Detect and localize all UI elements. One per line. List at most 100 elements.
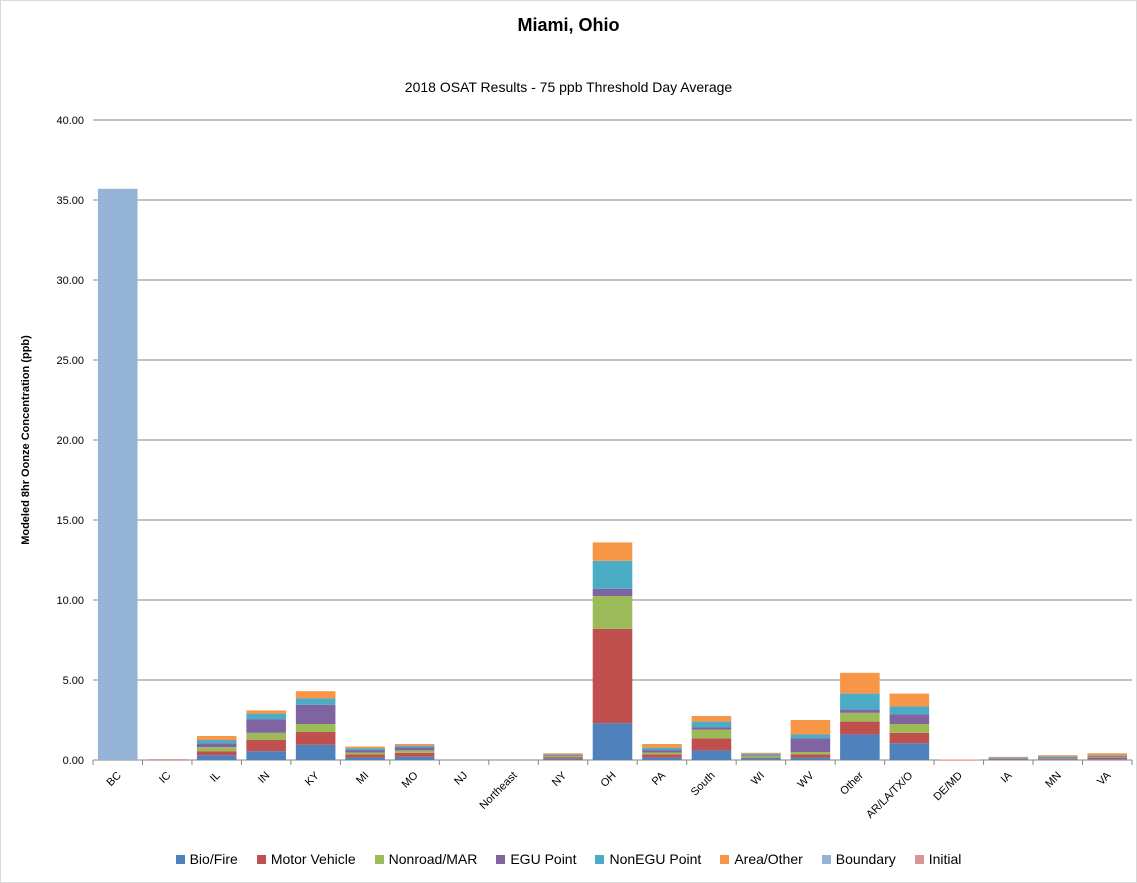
bar-segment-nonegu-point xyxy=(691,721,732,728)
bar-segment-egu-point xyxy=(196,743,237,748)
bar-segment-bio-fire xyxy=(196,755,237,760)
bar-segment-area-other xyxy=(246,710,286,714)
legend-swatch xyxy=(496,854,506,864)
x-tick-label: Northeast xyxy=(477,770,519,812)
bar-segment-nonegu-point xyxy=(1087,755,1128,756)
bar-segment-egu-point xyxy=(543,755,583,756)
x-tick-label: MN xyxy=(1043,770,1064,791)
bar-segment-bio-fire xyxy=(246,751,286,760)
bar-segment-area-other xyxy=(345,746,385,749)
legend-label: NonEGU Point xyxy=(609,851,702,867)
bar-segment-nonegu-point xyxy=(840,693,880,710)
legend-label: Boundary xyxy=(835,851,896,867)
bar-segment-bio-fire xyxy=(741,758,781,760)
bar-segment-motor-vehicle xyxy=(394,752,435,757)
legend-item: Boundary xyxy=(821,851,896,867)
bar-segment-nonegu-point xyxy=(889,706,930,715)
bar-segment-nonroad-mar xyxy=(790,752,831,755)
bar-segment-nonroad-mar xyxy=(295,724,336,732)
bar-segment-motor-vehicle xyxy=(691,738,732,751)
bar-segment-egu-point xyxy=(889,714,930,724)
bar-segment-area-other xyxy=(295,691,336,699)
bar-segment-bio-fire xyxy=(790,757,831,760)
bar-segment-egu-point xyxy=(1037,756,1078,758)
bar-segment-nonegu-point xyxy=(592,560,633,589)
bar-segment-area-other xyxy=(592,542,633,561)
x-tick-label: IA xyxy=(999,769,1015,785)
y-tick-label: 35.00 xyxy=(56,195,84,207)
bar-segment-nonegu-point xyxy=(988,757,1029,758)
legend-swatch xyxy=(914,854,924,864)
bar-segment-nonroad-mar xyxy=(988,758,1029,759)
bar-segment-bio-fire xyxy=(592,723,633,760)
legend-swatch xyxy=(595,854,605,864)
x-tick-label: OH xyxy=(598,770,618,790)
legend-item: Initial xyxy=(914,851,962,867)
legend-swatch xyxy=(720,854,730,864)
x-tick-label: NY xyxy=(550,769,570,789)
bar-segment-nonegu-point xyxy=(790,734,831,739)
bar-segment-nonroad-mar xyxy=(196,747,237,752)
legend-item: Bio/Fire xyxy=(175,851,238,867)
bar-segment-bio-fire xyxy=(840,734,880,760)
bar-segment-area-other xyxy=(840,672,880,694)
legend-label: Nonroad/MAR xyxy=(388,851,478,867)
bar-segment-nonegu-point xyxy=(642,747,682,751)
legend-swatch xyxy=(821,854,831,864)
bar-segment-motor-vehicle xyxy=(592,628,633,724)
bar-segment-area-other xyxy=(741,752,781,754)
x-tick-label: NJ xyxy=(452,770,470,788)
bar-segment-bio-fire xyxy=(691,750,732,760)
bar-segment-motor-vehicle xyxy=(939,759,979,761)
bar-segment-motor-vehicle xyxy=(889,732,930,744)
y-tick-label: 5.00 xyxy=(63,675,84,687)
bar-segment-motor-vehicle xyxy=(642,754,682,758)
legend-label: Initial xyxy=(928,851,962,867)
bar-segment-egu-point xyxy=(592,588,633,596)
bar-segment-nonegu-point xyxy=(543,754,583,756)
bar-segment-bio-fire xyxy=(394,756,435,760)
bar-segment-bio-fire xyxy=(988,759,1029,760)
bar-segment-area-other xyxy=(642,744,682,748)
bar-segment-area-other xyxy=(196,736,237,740)
bar-segment-egu-point xyxy=(691,727,732,730)
bar-segment-egu-point xyxy=(295,704,336,724)
bar-segment-nonroad-mar xyxy=(691,729,732,739)
y-tick-label: 20.00 xyxy=(56,435,84,447)
bar-segment-boundary xyxy=(97,188,138,761)
bar-segment-egu-point xyxy=(246,719,286,733)
x-tick-label: PA xyxy=(650,769,669,788)
bar-segment-nonegu-point xyxy=(394,745,435,748)
bar-segment-egu-point xyxy=(345,750,385,753)
bar-segment-area-other xyxy=(889,693,930,707)
x-tick-label: KY xyxy=(303,769,322,788)
bar-segment-nonroad-mar xyxy=(394,750,435,753)
x-tick-label: AR/LA/TX/O xyxy=(864,769,916,821)
bar-segment-bio-fire xyxy=(345,757,385,760)
legend-item: Nonroad/MAR xyxy=(374,851,478,867)
y-tick-label: 10.00 xyxy=(56,595,84,607)
bar-segment-initial xyxy=(147,759,188,760)
x-tick-label: DE/MD xyxy=(931,770,965,804)
bar-segment-area-other xyxy=(1037,755,1078,757)
x-tick-label: WV xyxy=(796,769,817,790)
y-tick-label: 15.00 xyxy=(56,515,84,527)
x-tick-label: MO xyxy=(400,769,421,790)
bar-segment-egu-point xyxy=(988,757,1029,759)
bar-segment-motor-vehicle xyxy=(147,759,188,761)
x-tick-label: Other xyxy=(838,769,866,797)
x-tick-label: IC xyxy=(157,770,173,786)
bar-segment-motor-vehicle xyxy=(790,754,831,758)
legend-item: EGU Point xyxy=(496,851,576,867)
legend-label: EGU Point xyxy=(510,851,577,867)
bar-segment-motor-vehicle xyxy=(1087,757,1128,760)
bar-segment-nonegu-point xyxy=(246,713,286,720)
legend-label: Area/Other xyxy=(734,851,803,867)
bar-segment-nonroad-mar xyxy=(246,732,286,740)
bar-segment-egu-point xyxy=(1087,756,1128,757)
legend-swatch xyxy=(374,854,384,864)
y-tick-label: 40.00 xyxy=(56,115,84,127)
bar-segment-nonroad-mar xyxy=(840,712,880,722)
bar-segment-area-other xyxy=(988,756,1029,758)
